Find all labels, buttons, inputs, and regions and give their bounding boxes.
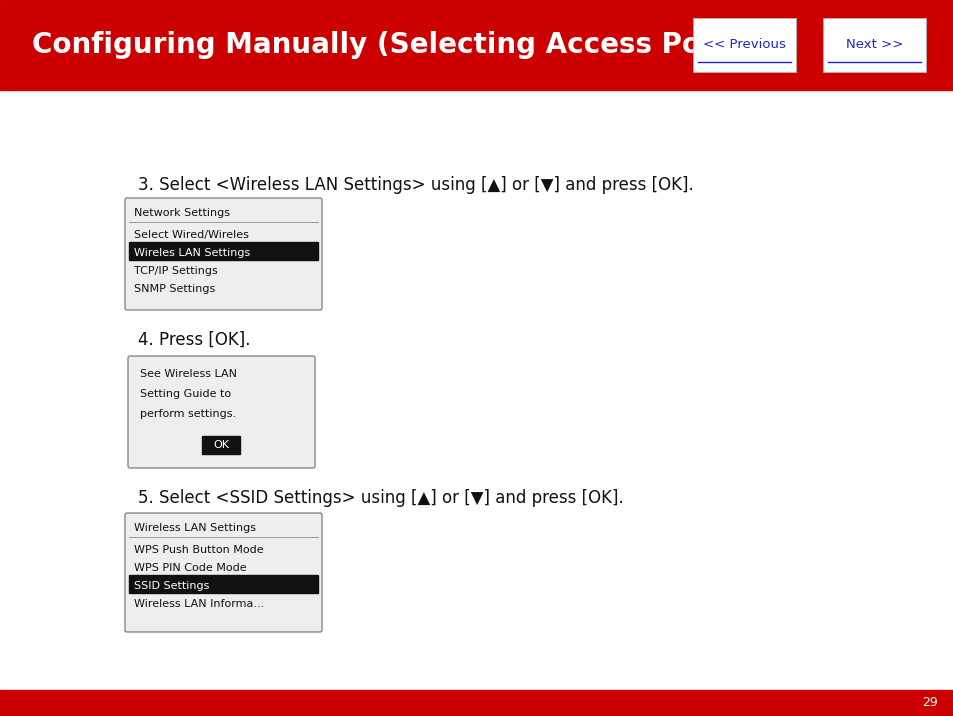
Bar <box>0 0 953 90</box>
FancyBboxPatch shape <box>128 356 314 468</box>
Text: OK: OK <box>213 440 229 450</box>
Bar <box>202 436 240 454</box>
Text: Next >>: Next >> <box>845 39 902 52</box>
Bar <box>129 575 317 593</box>
Text: SNMP Settings: SNMP Settings <box>133 284 215 294</box>
Text: TCP/IP Settings: TCP/IP Settings <box>133 266 217 276</box>
Text: perform settings.: perform settings. <box>140 409 236 419</box>
FancyBboxPatch shape <box>125 513 322 632</box>
Text: 5. Select <SSID Settings> using [▲] or [▼] and press [OK].: 5. Select <SSID Settings> using [▲] or [… <box>138 489 623 507</box>
Text: 29: 29 <box>922 697 937 710</box>
FancyBboxPatch shape <box>692 18 795 72</box>
Text: Network Settings: Network Settings <box>133 208 230 218</box>
Text: SSID Settings: SSID Settings <box>133 581 209 591</box>
Bar <box>0 690 953 716</box>
Text: << Previous: << Previous <box>702 39 785 52</box>
Text: 3. Select <Wireless LAN Settings> using [▲] or [▼] and press [OK].: 3. Select <Wireless LAN Settings> using … <box>138 176 693 194</box>
Text: WPS Push Button Mode: WPS Push Button Mode <box>133 545 263 555</box>
Text: Setting Guide to: Setting Guide to <box>140 389 231 399</box>
FancyBboxPatch shape <box>125 198 322 310</box>
Text: 4. Press [OK].: 4. Press [OK]. <box>138 331 251 349</box>
Bar <box>129 242 317 260</box>
Text: Wireless LAN Settings: Wireless LAN Settings <box>133 523 255 533</box>
Text: Configuring Manually (Selecting Access Points): Configuring Manually (Selecting Access P… <box>32 31 772 59</box>
Text: WPS PIN Code Mode: WPS PIN Code Mode <box>133 563 247 573</box>
Text: Select Wired/Wireles: Select Wired/Wireles <box>133 230 249 240</box>
Text: See Wireless LAN: See Wireless LAN <box>140 369 236 379</box>
Text: Wireles LAN Settings: Wireles LAN Settings <box>133 248 250 258</box>
Text: Wireless LAN Informa...: Wireless LAN Informa... <box>133 599 264 609</box>
FancyBboxPatch shape <box>822 18 925 72</box>
